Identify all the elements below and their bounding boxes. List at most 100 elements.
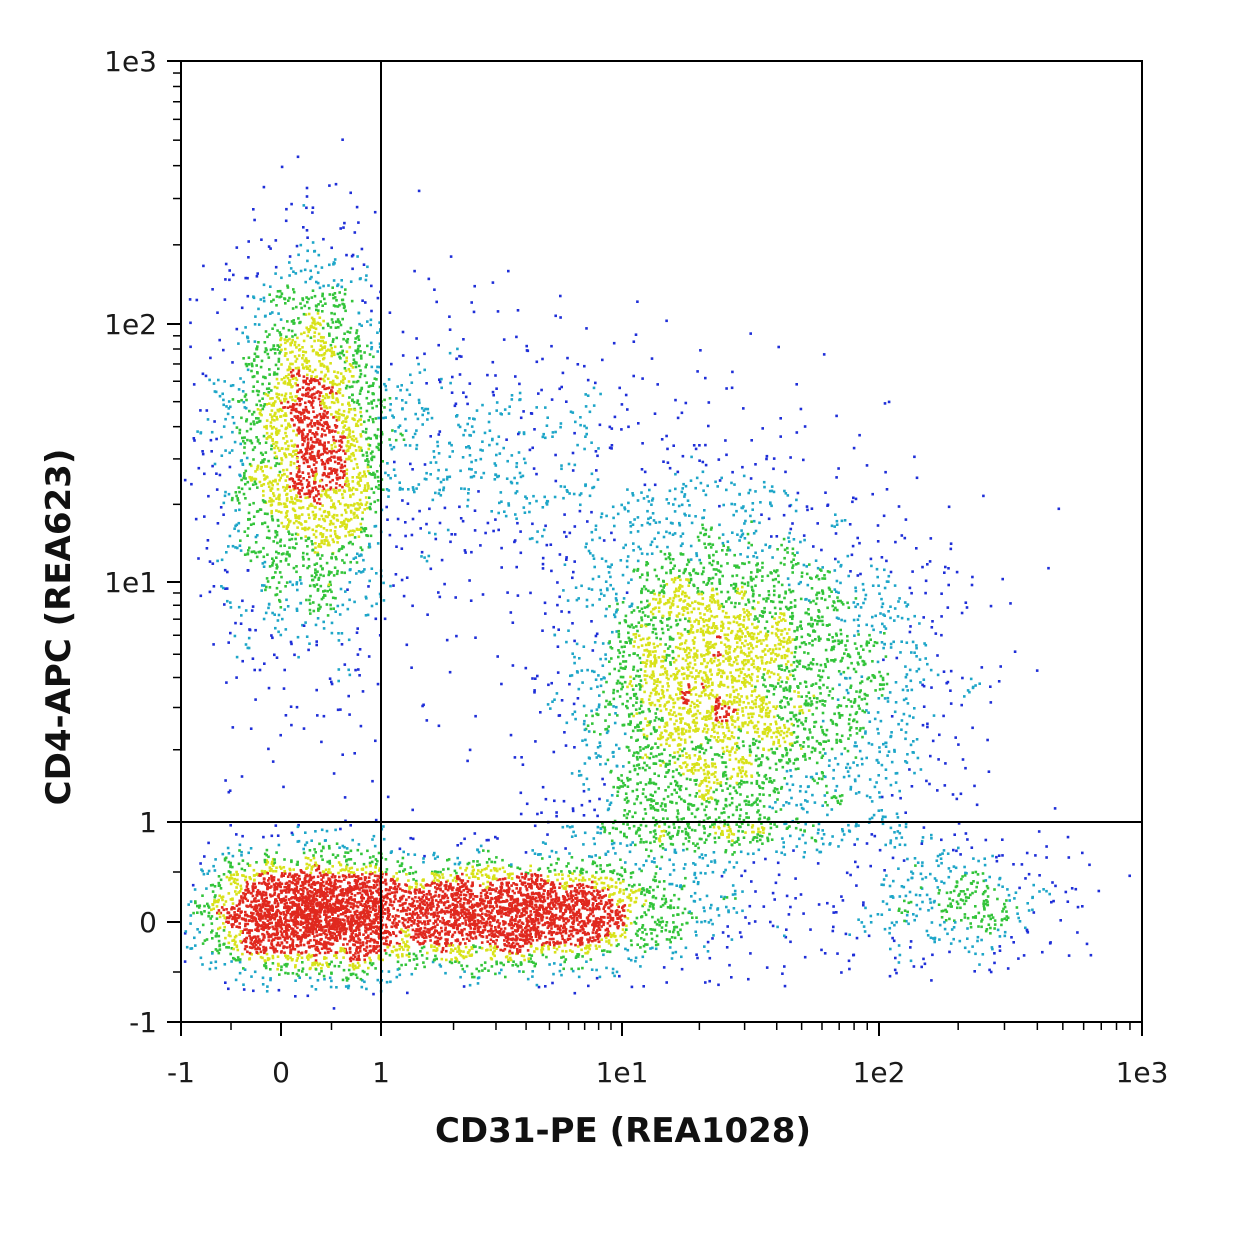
event-dot	[330, 590, 333, 594]
event-dot	[376, 428, 380, 431]
event-dot	[307, 297, 310, 301]
event-dot	[326, 911, 330, 914]
event-dot	[327, 928, 331, 931]
event-dot	[260, 869, 264, 873]
event-dot	[493, 462, 497, 465]
event-dot	[433, 945, 436, 949]
event-dot	[369, 465, 372, 469]
event-dot	[308, 967, 312, 971]
event-dot	[309, 859, 313, 862]
event-dot	[405, 898, 408, 902]
event-dot	[263, 500, 266, 503]
event-dot	[243, 472, 246, 475]
event-dot	[343, 845, 346, 849]
event-dot	[282, 414, 286, 417]
event-dot	[353, 910, 356, 914]
event-dot	[301, 884, 305, 887]
event-dot	[321, 427, 324, 431]
event-dot	[307, 386, 310, 390]
event-dot	[325, 918, 328, 922]
event-dot	[216, 559, 219, 563]
event-dot	[311, 387, 314, 391]
event-dot	[285, 335, 288, 339]
event-dot	[256, 935, 260, 938]
event-dot	[270, 939, 274, 943]
event-dot	[257, 307, 260, 311]
event-dot	[283, 963, 286, 967]
event-dot	[376, 926, 379, 929]
event-dot	[218, 943, 222, 947]
event-dot	[356, 379, 360, 383]
event-dot	[354, 556, 358, 559]
event-dot	[411, 604, 414, 608]
event-dot	[241, 931, 244, 934]
event-dot	[307, 395, 311, 398]
event-dot	[388, 533, 392, 537]
event-dot	[395, 941, 399, 945]
event-dot	[277, 962, 280, 966]
event-dot	[191, 883, 195, 887]
event-dot	[321, 880, 325, 884]
event-dot	[185, 945, 189, 949]
event-dot	[267, 356, 271, 359]
event-dot	[322, 590, 325, 593]
event-dot	[317, 309, 320, 312]
event-dot	[294, 930, 298, 934]
event-dot	[366, 506, 369, 510]
event-dot	[296, 882, 299, 885]
event-dot	[307, 526, 311, 530]
event-dot	[558, 886, 561, 889]
event-dot	[356, 347, 360, 351]
event-dot	[269, 504, 273, 507]
event-dot	[300, 870, 303, 874]
event-dot	[326, 906, 329, 910]
event-dot	[383, 398, 386, 402]
event-dot	[329, 583, 332, 587]
event-dot	[310, 393, 314, 397]
event-dot	[333, 258, 337, 261]
event-dot	[347, 984, 351, 988]
event-dot	[339, 502, 342, 506]
event-dot	[193, 888, 197, 891]
event-dot	[334, 828, 337, 832]
event-dot	[308, 365, 312, 368]
event-dot	[583, 447, 586, 451]
event-dot	[224, 278, 227, 281]
event-dot	[213, 899, 216, 902]
event-dot	[229, 601, 232, 604]
event-dot	[354, 507, 357, 511]
event-dot	[374, 485, 378, 489]
event-dot	[306, 545, 309, 548]
event-dot	[212, 907, 215, 911]
event-dot	[334, 610, 337, 613]
event-dot	[221, 898, 224, 902]
event-dot	[342, 430, 345, 433]
event-dot	[284, 921, 287, 924]
event-dot	[560, 467, 563, 471]
event-dot	[264, 907, 267, 911]
event-dot	[300, 489, 303, 492]
event-dot	[321, 326, 325, 330]
event-dot	[331, 286, 334, 289]
event-dot	[311, 321, 314, 325]
event-dot	[479, 544, 482, 547]
event-dot	[195, 298, 199, 302]
event-dot	[263, 951, 266, 955]
event-dot	[317, 576, 321, 580]
event-dot	[305, 359, 308, 362]
event-dot	[336, 456, 340, 459]
event-dot	[259, 919, 262, 922]
event-dot	[306, 438, 310, 441]
event-dot	[330, 499, 333, 502]
event-dot	[337, 418, 341, 422]
event-dot	[299, 898, 302, 902]
event-dot	[305, 450, 308, 453]
event-dot	[275, 586, 279, 590]
event-dot	[249, 877, 252, 881]
event-dot	[305, 956, 309, 959]
event-dot	[398, 481, 401, 484]
event-dot	[229, 876, 233, 880]
event-dot	[339, 345, 343, 348]
event-dot	[290, 723, 293, 727]
event-dot	[369, 502, 372, 506]
